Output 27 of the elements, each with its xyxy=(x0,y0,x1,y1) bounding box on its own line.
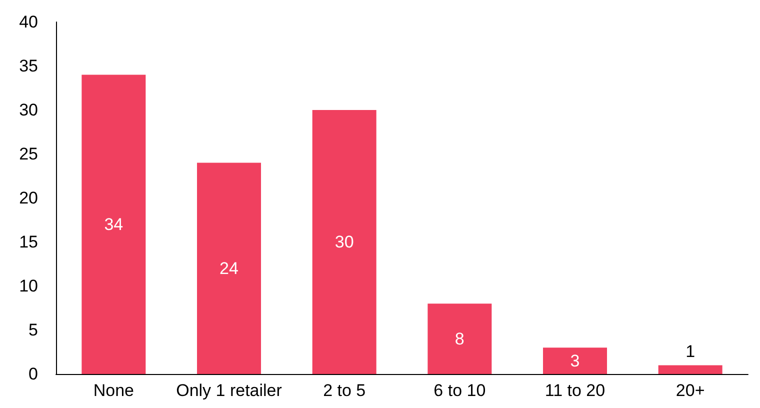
bar xyxy=(312,110,376,374)
data-label: 24 xyxy=(220,258,238,278)
y-tick-label: 30 xyxy=(19,100,38,120)
y-tick-label: 20 xyxy=(19,188,38,208)
x-tick-label: None xyxy=(93,381,134,400)
x-tick-label: Only 1 retailer xyxy=(176,381,282,400)
bar xyxy=(658,365,722,374)
x-tick-label: 20+ xyxy=(676,381,705,400)
y-tick-label: 0 xyxy=(28,364,38,384)
y-tick-label: 40 xyxy=(19,12,38,32)
y-tick-label: 35 xyxy=(19,56,38,76)
y-tick-label: 5 xyxy=(28,320,38,340)
y-tick-label: 10 xyxy=(19,276,38,296)
x-tick-label: 6 to 10 xyxy=(434,381,486,400)
data-label: 8 xyxy=(454,329,464,348)
y-tick-label: 25 xyxy=(19,144,38,164)
bar xyxy=(428,304,492,374)
bar xyxy=(197,162,261,374)
y-tick-label: 15 xyxy=(19,232,38,252)
data-label: 1 xyxy=(686,342,696,362)
data-label: 34 xyxy=(104,214,124,234)
x-tick-label: 11 to 20 xyxy=(544,381,606,400)
bar xyxy=(543,348,607,374)
bar xyxy=(82,74,146,374)
data-label: 3 xyxy=(570,351,580,370)
data-label: 30 xyxy=(334,232,354,252)
x-tick-label: 2 to 5 xyxy=(323,381,366,400)
